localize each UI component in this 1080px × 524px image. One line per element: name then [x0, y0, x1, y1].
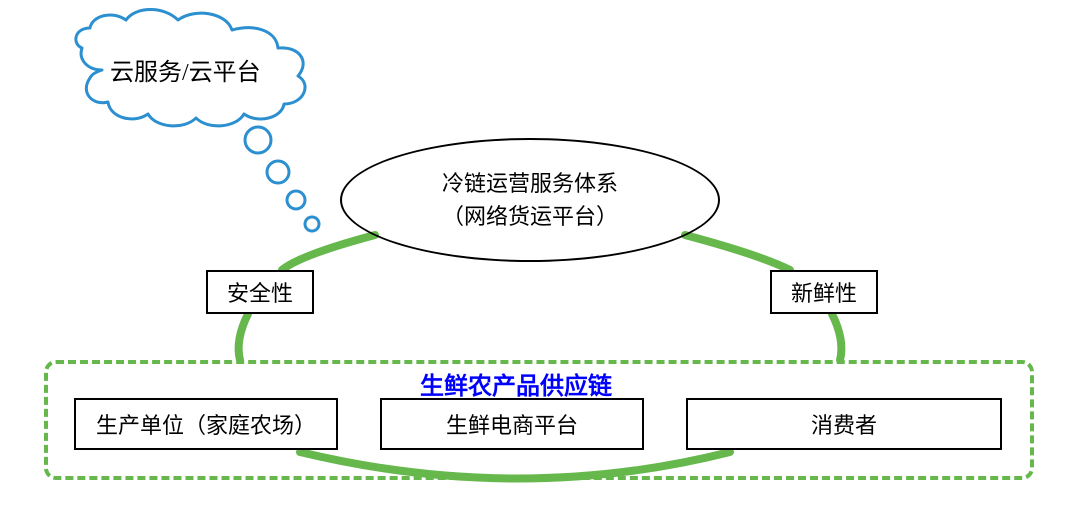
center-ellipse: 冷链运营服务体系 （网络货运平台） [340, 138, 720, 262]
supply-box-producer: 生产单位（家庭农场） [74, 398, 338, 450]
right-attribute-label: 新鲜性 [791, 276, 857, 308]
cloud-label: 云服务/云平台 [110, 52, 261, 87]
supply-box-producer-label: 生产单位（家庭农场） [96, 408, 316, 440]
ellipse-line2: （网络货运平台） [442, 200, 618, 233]
right-attribute-box: 新鲜性 [770, 270, 878, 314]
supply-chain-title: 生鲜农产品供应链 [420, 366, 612, 401]
left-attribute-label: 安全性 [227, 276, 293, 308]
supply-box-consumer-label: 消费者 [811, 408, 877, 440]
ellipse-line1: 冷链运营服务体系 [442, 167, 618, 200]
supply-box-platform-label: 生鲜电商平台 [446, 408, 578, 440]
supply-box-consumer: 消费者 [686, 398, 1002, 450]
supply-box-platform: 生鲜电商平台 [380, 398, 644, 450]
left-attribute-box: 安全性 [206, 270, 314, 314]
